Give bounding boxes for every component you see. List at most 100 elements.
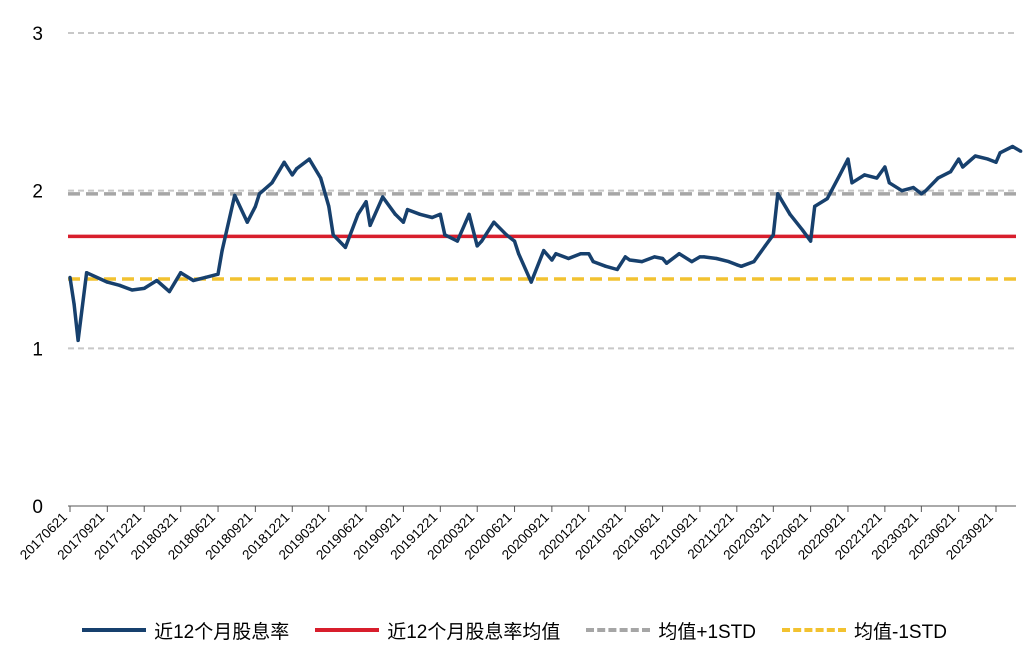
y-axis-ticks: 0 1 2 3 xyxy=(32,24,43,518)
data-point xyxy=(986,157,990,161)
data-point xyxy=(887,181,891,185)
data-point xyxy=(640,260,644,264)
data-point xyxy=(105,280,109,284)
data-point xyxy=(85,271,89,275)
legend-label: 均值-1STD xyxy=(854,621,947,643)
legend-label: 近12个月股息率 xyxy=(154,621,290,643)
data-point xyxy=(919,192,923,196)
data-point xyxy=(401,220,406,224)
data-point xyxy=(480,239,484,243)
data-point xyxy=(739,264,743,268)
data-point xyxy=(690,260,694,264)
data-point xyxy=(763,244,767,248)
data-point xyxy=(924,189,928,193)
data-point xyxy=(628,258,632,262)
y-tick-label: 2 xyxy=(32,182,43,203)
data-point xyxy=(875,176,879,180)
data-point xyxy=(364,200,368,204)
data-point xyxy=(72,302,76,306)
series-lines xyxy=(68,144,1023,343)
data-point xyxy=(155,278,159,283)
data-point xyxy=(846,157,850,161)
data-point xyxy=(257,192,262,196)
legend-item-3: 均值-1STD xyxy=(782,617,947,644)
data-point xyxy=(438,212,442,216)
data-point xyxy=(1011,144,1015,149)
data-point xyxy=(809,239,813,243)
data-point xyxy=(117,283,122,287)
data-point xyxy=(130,288,134,292)
data-point xyxy=(850,181,854,185)
data-point xyxy=(492,220,496,224)
data-point xyxy=(142,286,146,291)
data-point xyxy=(282,160,286,164)
legend-swatch xyxy=(82,628,147,632)
data-point xyxy=(735,263,739,267)
legend-swatch xyxy=(586,628,651,632)
data-point xyxy=(652,255,657,259)
legend-label: 近12个月股息率均值 xyxy=(387,621,561,643)
data-point xyxy=(290,173,294,177)
series-line-0 xyxy=(68,144,1022,343)
data-point xyxy=(393,212,397,216)
data-point xyxy=(405,207,410,212)
data-point xyxy=(179,271,183,275)
data-point xyxy=(948,170,953,174)
reference-lines xyxy=(68,192,1016,281)
data-point xyxy=(245,220,249,224)
data-point xyxy=(216,272,220,276)
data-point xyxy=(550,258,554,262)
data-point xyxy=(475,244,479,248)
data-point xyxy=(343,245,348,250)
legend-swatch xyxy=(315,628,380,632)
data-point xyxy=(900,189,904,193)
data-point xyxy=(467,212,471,216)
data-point xyxy=(512,239,517,243)
data-point xyxy=(677,252,681,256)
data-point xyxy=(788,212,792,216)
data-point xyxy=(295,166,299,171)
data-point xyxy=(566,256,571,261)
data-point xyxy=(752,260,756,264)
data-point xyxy=(327,204,331,209)
data-point xyxy=(203,275,208,279)
data-point xyxy=(714,256,719,261)
data-point xyxy=(936,176,940,180)
y-tick-label: 1 xyxy=(32,339,43,360)
data-point xyxy=(430,215,434,220)
data-point xyxy=(771,233,775,237)
legend-item-2: 均值+1STD xyxy=(586,617,756,644)
data-point xyxy=(973,154,977,158)
data-point xyxy=(307,157,311,161)
data-point xyxy=(862,173,867,177)
data-point xyxy=(381,195,385,199)
y-tick-label: 3 xyxy=(32,24,43,45)
legend-label: 均值+1STD xyxy=(658,621,757,643)
legend-item-1: 近12个月股息率均值 xyxy=(315,617,560,644)
data-point xyxy=(319,176,323,180)
data-point xyxy=(443,233,447,237)
data-point xyxy=(579,252,583,256)
data-point xyxy=(665,261,669,265)
data-point xyxy=(233,193,237,197)
data-point xyxy=(911,185,915,190)
data-point xyxy=(331,233,335,237)
data-point xyxy=(554,252,558,256)
data-point xyxy=(504,233,509,237)
data-point xyxy=(356,212,360,216)
data-point xyxy=(825,196,829,201)
data-point xyxy=(623,255,627,259)
data-point xyxy=(68,275,72,279)
data-point xyxy=(702,255,706,259)
data-point xyxy=(591,260,595,264)
data-point xyxy=(961,165,965,169)
data-point xyxy=(727,260,731,264)
data-point xyxy=(838,173,842,177)
data-point xyxy=(167,289,171,294)
legend-item-0: 近12个月股息率 xyxy=(82,617,289,644)
data-point xyxy=(76,338,80,343)
data-point xyxy=(615,267,619,272)
data-point xyxy=(776,192,780,196)
data-point xyxy=(604,264,608,268)
